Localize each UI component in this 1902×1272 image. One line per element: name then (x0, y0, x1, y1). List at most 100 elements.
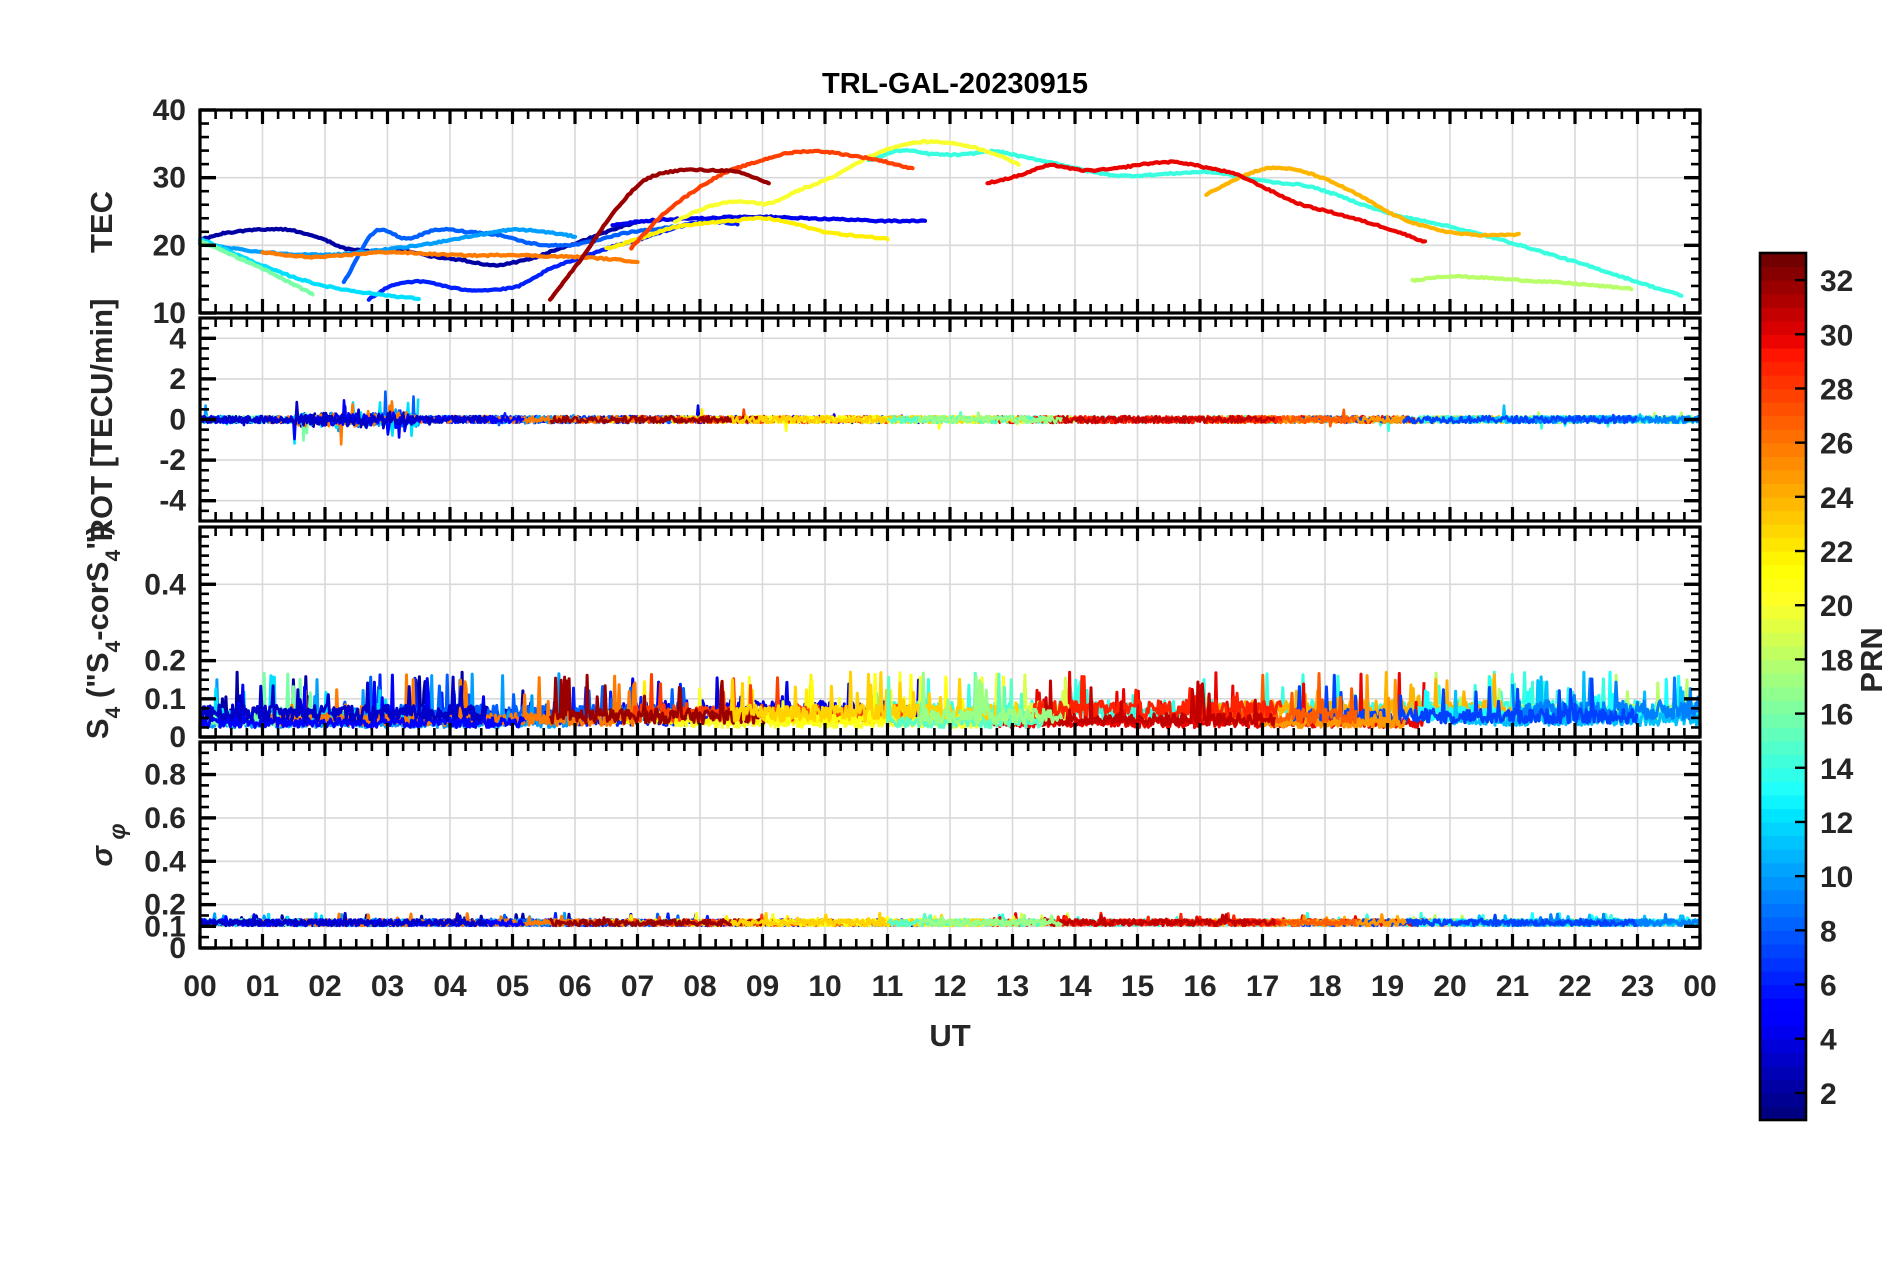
axis-titles: TEC ROT [TECU/min] (84, 191, 119, 541)
ytick-label-sigma_phi-1: 0.1 (144, 910, 186, 943)
colorbar-swatch (1760, 307, 1806, 322)
ylabel-tec: TEC (84, 191, 119, 253)
colorbar-swatch (1760, 849, 1806, 864)
xtick-label-9: 09 (746, 970, 779, 1003)
ytick-label-s4-3: 0.4 (144, 568, 186, 601)
yticks-sigma_phi: 00.10.2 0.4 0.6 0.8 (144, 740, 1700, 965)
trace-prn-3 (199, 400, 488, 430)
yticks-tec: 10 20 30 40 (153, 94, 1700, 330)
ytick-label-tec-1: 20 (153, 229, 186, 262)
colorbar: 32 30 28 26 24 22 20 18 16 14 12 10 8 6 4 2 PRN (1758, 251, 1889, 1122)
ylabel-s4: S4 ("S4-corS4") (80, 525, 125, 739)
xtick-label-21: 21 (1496, 970, 1529, 1003)
colorbar-tick-label-8: 16 (1820, 699, 1853, 732)
colorbar-swatch (1760, 727, 1806, 742)
colorbar-swatch (1760, 605, 1806, 620)
colorbar-swatch (1760, 862, 1806, 877)
trace-prn-17 (917, 671, 1064, 725)
colorbar-swatch (1760, 578, 1806, 593)
colorbar-swatch (1760, 794, 1806, 810)
colorbar-swatch (1760, 523, 1806, 539)
colorbar-tick-label-5: 22 (1820, 536, 1853, 569)
xtick-label-0: 00 (183, 970, 216, 1003)
svg-text:σ φ: σ φ (84, 823, 130, 866)
colorbar-swatch (1760, 551, 1806, 566)
colorbar-swatch (1760, 469, 1806, 484)
ytick-label-tec-2: 30 (153, 162, 186, 195)
colorbar-swatch (1760, 320, 1806, 335)
xticks-sigma_phi (198, 742, 1702, 948)
colorbar-swatch (1760, 930, 1806, 945)
colorbar-swatch (1760, 374, 1806, 390)
colorbar-swatch (1760, 537, 1806, 552)
ylabel-sigma-phi: σ φ (84, 823, 130, 866)
xtick-label-20: 20 (1433, 970, 1466, 1003)
xtick-label-18: 18 (1308, 970, 1341, 1003)
colorbar-tick-label-7: 18 (1820, 644, 1853, 677)
yticks-s4: 0 0.1 0.2 0.4 (144, 525, 1700, 754)
xtick-label-10: 10 (808, 970, 841, 1003)
colorbar-swatch (1760, 903, 1806, 918)
colorbar-swatch (1760, 686, 1806, 701)
ytick-label-sigma_phi-0: 0 (169, 932, 186, 965)
colorbar-swatch (1760, 361, 1806, 376)
colorbar-swatch (1760, 1052, 1806, 1067)
xlabel-ut: UT (929, 1018, 970, 1053)
colorbar-swatch (1760, 754, 1806, 769)
xtick-label-12: 12 (933, 970, 966, 1003)
ytick-label-rot-4: 4 (169, 322, 186, 355)
colorbar-swatch (1760, 1065, 1806, 1081)
panel-s4: 0 0.1 0.2 0.4 (144, 525, 1702, 754)
colorbar-tick-label-14: 4 (1820, 1024, 1837, 1057)
xtick-label-11: 11 (872, 970, 904, 1003)
colorbar-swatch (1760, 1011, 1806, 1026)
colorbar-swatch (1760, 876, 1806, 891)
colorbar-tick-label-9: 14 (1820, 753, 1854, 786)
ytick-label-s4-0: 0 (169, 721, 186, 754)
colorbar-swatch (1760, 916, 1806, 932)
ytick-label-rot-2: 0 (169, 404, 186, 437)
colorbar-swatch (1760, 347, 1806, 363)
ytick-label-sigma_phi-3: 0.4 (144, 845, 186, 878)
trace-prn-27 (1229, 672, 1358, 725)
colorbar-tick-label-13: 6 (1820, 970, 1837, 1003)
data-traces-s4 (198, 670, 1702, 730)
xtick-label-4: 04 (433, 970, 467, 1003)
trace-prn-17 (917, 411, 1063, 425)
colorbar-tick-label-3: 26 (1820, 428, 1853, 461)
tec-trace-prn-16 (197, 239, 315, 297)
trace-prn-31 (1042, 414, 1276, 425)
page-title: TRL-GAL-20230915 (822, 68, 1088, 100)
trace-prn-3 (198, 675, 489, 723)
ytick-label-rot-3: 2 (169, 363, 186, 396)
data-traces-sigma_phi (198, 911, 1702, 928)
xtick-label-23: 23 (1621, 970, 1654, 1003)
colorbar-swatch (1760, 781, 1806, 796)
ytick-label-sigma_phi-4: 0.6 (144, 802, 186, 835)
colorbar-swatch (1760, 645, 1806, 661)
tec-trace-prn-24 (1204, 165, 1521, 238)
panel-sigma_phi: 00.10.2 0.4 0.6 0.8 (144, 740, 1702, 965)
tec-trace-prn-18 (1410, 273, 1634, 292)
colorbar-swatch (1760, 957, 1806, 972)
colorbar-swatch (1760, 632, 1806, 647)
colorbar-swatch (1760, 293, 1806, 308)
tec-trace-prn-22 (604, 215, 890, 251)
colorbar-swatch (1760, 835, 1806, 850)
xtick-label-16: 16 (1183, 970, 1216, 1003)
colorbar-swatch (1760, 808, 1806, 823)
figure-title-holder: TRL-GAL-20230915 (790, 68, 1120, 101)
colorbar-swatch (1760, 280, 1806, 295)
colorbar-swatch (1760, 998, 1806, 1013)
ytick-label-s4-1: 0.1 (144, 683, 186, 716)
colorbar-swatch (1760, 1025, 1806, 1040)
colorbar-swatch (1760, 456, 1806, 471)
colorbar-swatch (1760, 591, 1806, 606)
xticks-tec (198, 110, 1702, 313)
panel-rot: -4 -2 0 2 4 (159, 316, 1702, 523)
trace-prn-31 (1042, 913, 1276, 928)
ytick-label-sigma_phi-2: 0.2 (144, 889, 186, 922)
colorbar-tick-label-15: 2 (1820, 1078, 1837, 1111)
xtick-label-2: 02 (308, 970, 341, 1003)
